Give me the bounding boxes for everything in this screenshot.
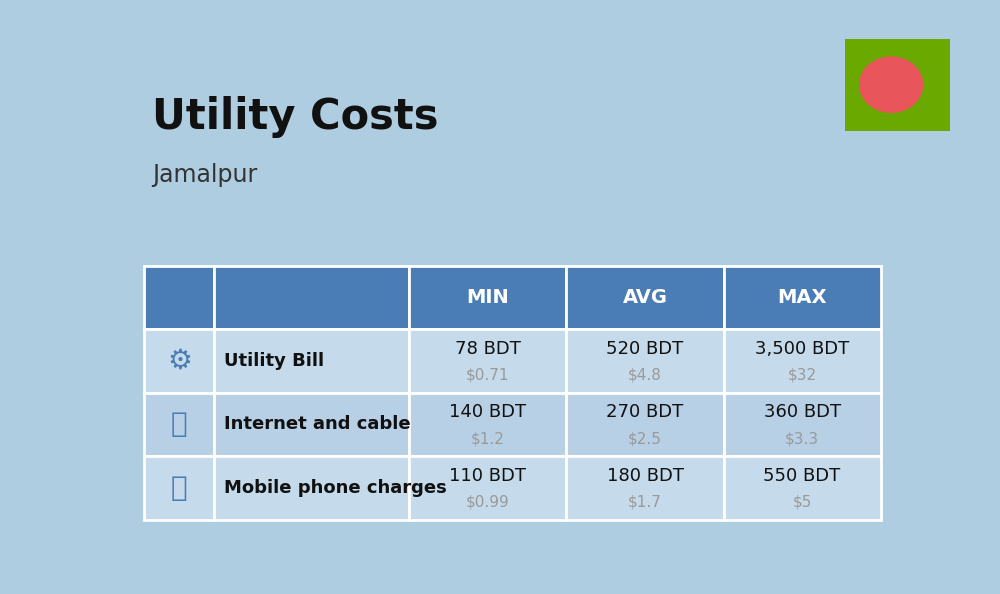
Text: Utility Costs: Utility Costs bbox=[152, 96, 439, 138]
Text: 📱: 📱 bbox=[171, 474, 188, 502]
Text: $5: $5 bbox=[792, 495, 812, 510]
Text: $0.71: $0.71 bbox=[466, 368, 510, 383]
FancyBboxPatch shape bbox=[566, 266, 724, 329]
Text: MAX: MAX bbox=[777, 288, 827, 307]
FancyBboxPatch shape bbox=[409, 456, 566, 520]
Text: $2.5: $2.5 bbox=[628, 431, 662, 447]
FancyBboxPatch shape bbox=[144, 266, 214, 329]
FancyBboxPatch shape bbox=[144, 329, 214, 393]
Text: 3,500 BDT: 3,500 BDT bbox=[755, 340, 849, 358]
FancyBboxPatch shape bbox=[214, 393, 409, 456]
FancyBboxPatch shape bbox=[566, 456, 724, 520]
Text: $4.8: $4.8 bbox=[628, 368, 662, 383]
FancyBboxPatch shape bbox=[566, 329, 724, 393]
Text: Internet and cable: Internet and cable bbox=[224, 415, 410, 433]
Circle shape bbox=[860, 57, 923, 112]
FancyBboxPatch shape bbox=[724, 329, 881, 393]
FancyBboxPatch shape bbox=[214, 456, 409, 520]
Text: 550 BDT: 550 BDT bbox=[763, 467, 841, 485]
Text: 520 BDT: 520 BDT bbox=[606, 340, 684, 358]
FancyBboxPatch shape bbox=[724, 456, 881, 520]
FancyBboxPatch shape bbox=[409, 393, 566, 456]
Text: $3.3: $3.3 bbox=[785, 431, 819, 447]
Text: $32: $32 bbox=[788, 368, 817, 383]
Text: 78 BDT: 78 BDT bbox=[455, 340, 521, 358]
Text: Mobile phone charges: Mobile phone charges bbox=[224, 479, 446, 497]
FancyBboxPatch shape bbox=[409, 329, 566, 393]
Text: 270 BDT: 270 BDT bbox=[606, 403, 684, 421]
FancyBboxPatch shape bbox=[214, 329, 409, 393]
Text: Utility Bill: Utility Bill bbox=[224, 352, 324, 370]
FancyBboxPatch shape bbox=[144, 393, 214, 456]
FancyBboxPatch shape bbox=[409, 266, 566, 329]
Text: 180 BDT: 180 BDT bbox=[607, 467, 684, 485]
Text: AVG: AVG bbox=[623, 288, 668, 307]
Text: Jamalpur: Jamalpur bbox=[152, 163, 257, 187]
Text: $1.2: $1.2 bbox=[471, 431, 505, 447]
Text: 📡: 📡 bbox=[171, 410, 188, 438]
FancyBboxPatch shape bbox=[566, 393, 724, 456]
FancyBboxPatch shape bbox=[724, 266, 881, 329]
Text: 140 BDT: 140 BDT bbox=[449, 403, 527, 421]
Text: 360 BDT: 360 BDT bbox=[764, 403, 841, 421]
Text: $0.99: $0.99 bbox=[466, 495, 510, 510]
FancyBboxPatch shape bbox=[724, 393, 881, 456]
Text: ⚙: ⚙ bbox=[167, 347, 192, 375]
Text: $1.7: $1.7 bbox=[628, 495, 662, 510]
Text: 110 BDT: 110 BDT bbox=[449, 467, 526, 485]
FancyBboxPatch shape bbox=[214, 266, 409, 329]
FancyBboxPatch shape bbox=[144, 456, 214, 520]
Text: MIN: MIN bbox=[467, 288, 509, 307]
